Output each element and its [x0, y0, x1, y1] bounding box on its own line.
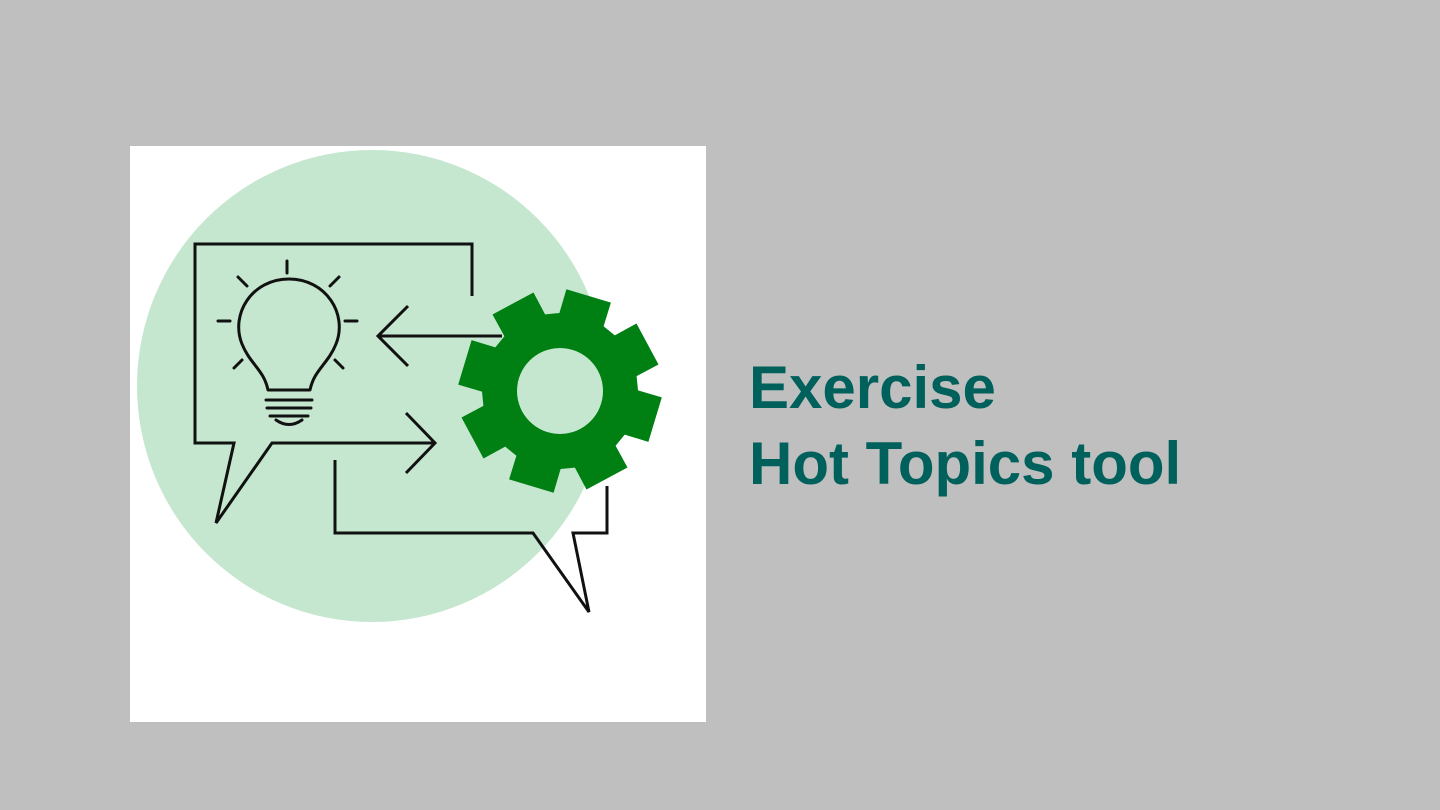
title-line-hot-topics-tool: Hot Topics tool [749, 430, 1182, 497]
arrow-left-icon [375, 304, 502, 368]
slide-title: Exercise Hot Topics tool [749, 350, 1409, 502]
right-speech-bubble-icon [333, 460, 609, 613]
gear-icon [458, 289, 662, 493]
background-circle [137, 150, 607, 622]
lightbulb-icon [216, 259, 359, 426]
title-line-exercise: Exercise [749, 354, 996, 421]
ideas-exchange-illustration [137, 150, 662, 622]
arrow-right-icon [280, 411, 438, 475]
left-speech-bubble-icon [193, 242, 474, 524]
illustration-panel [130, 146, 706, 722]
